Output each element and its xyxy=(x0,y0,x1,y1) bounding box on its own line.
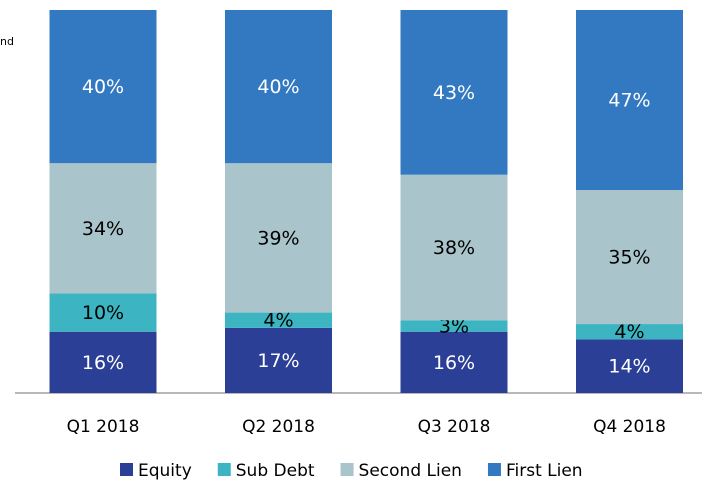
x-tick-label: Q2 2018 xyxy=(242,417,315,437)
data-label: 47% xyxy=(608,90,650,112)
legend-label: First Lien xyxy=(506,461,583,481)
data-label: 34% xyxy=(82,218,124,240)
data-label: 16% xyxy=(82,352,124,374)
legend-swatch xyxy=(120,463,133,476)
legend-swatch xyxy=(487,463,501,476)
bar-segment xyxy=(225,312,332,328)
bar-segment xyxy=(49,163,157,294)
data-label: 4% xyxy=(614,321,644,343)
data-label: 3% xyxy=(439,315,469,337)
x-tick-label: Q4 2018 xyxy=(593,417,666,437)
bar-segment xyxy=(225,163,332,313)
data-label: 38% xyxy=(433,237,475,259)
data-label: 43% xyxy=(433,82,475,104)
annotation: nd xyxy=(0,35,14,48)
x-tick-label: Q1 2018 xyxy=(67,417,140,437)
legend-swatch xyxy=(340,463,354,476)
legend-label: Equity xyxy=(138,461,192,481)
legend-swatch xyxy=(217,463,231,476)
bar-segment xyxy=(576,190,683,325)
data-label: 17% xyxy=(257,350,299,372)
bar-segment xyxy=(49,10,157,164)
bar-segment xyxy=(49,331,157,393)
bar-segment xyxy=(400,174,508,321)
bar-segment xyxy=(576,10,683,191)
bar-segment xyxy=(400,10,508,175)
bar-segment xyxy=(576,339,683,393)
bar-segment xyxy=(400,320,508,332)
data-label: 16% xyxy=(433,352,475,374)
data-label: 14% xyxy=(608,356,650,378)
bar-segment xyxy=(576,324,683,340)
legend-label: Second Lien xyxy=(359,461,462,481)
bar-segment xyxy=(225,327,332,393)
bar-segment xyxy=(49,293,157,332)
data-label: 10% xyxy=(82,302,124,324)
bar-segment xyxy=(400,331,508,393)
x-tick-label: Q3 2018 xyxy=(418,417,491,437)
legend-label: Sub Debt xyxy=(236,461,315,481)
data-label: 40% xyxy=(82,76,124,98)
data-label: 39% xyxy=(257,227,299,249)
data-label: 35% xyxy=(608,247,650,269)
data-label: 4% xyxy=(263,310,293,332)
bar-segment xyxy=(225,10,332,164)
data-label: 40% xyxy=(257,76,299,98)
